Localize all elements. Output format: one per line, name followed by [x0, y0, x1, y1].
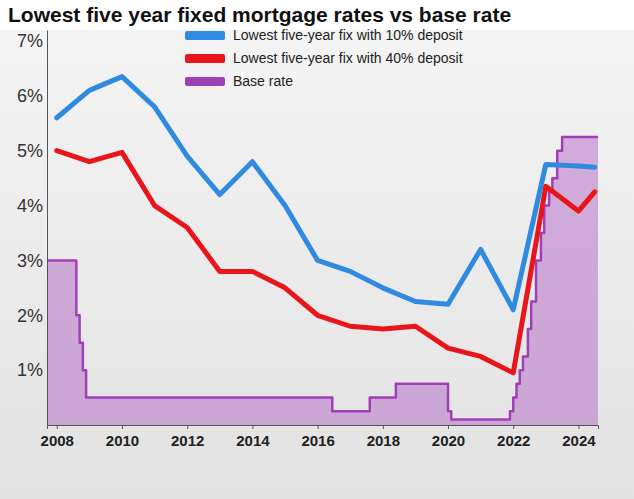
x-axis: 2008 2010 2012 2014 2016 2018 2020 2022 2024: [41, 425, 599, 449]
legend: Lowest five-year fix with 10% deposit Low…: [185, 27, 463, 89]
y-tick-label: 3%: [17, 251, 43, 271]
y-tick-label: 4%: [17, 196, 43, 216]
x-tick-label: 2012: [171, 432, 204, 449]
y-axis-line: [47, 31, 48, 426]
x-tick: 2008: [41, 425, 74, 449]
y-tick: 6%: [17, 86, 47, 106]
x-tick-mark: [383, 425, 384, 429]
x-tick-mark: [513, 425, 514, 429]
x-tick-mark: [252, 425, 253, 429]
x-tick-label: 2010: [106, 432, 139, 449]
x-tick-label: 2008: [41, 432, 74, 449]
legend-item: Base rate: [185, 73, 293, 89]
legend-label: Lowest five-year fix with 10% deposit: [233, 27, 463, 43]
plot-area: [47, 77, 598, 425]
x-tick: 2012: [171, 425, 204, 449]
chart-svg: Lowest five year fixed mortgage rates vs…: [0, 0, 634, 499]
x-tick: 2024: [562, 425, 596, 449]
x-tick-mark: [448, 425, 449, 429]
legend-swatch: [185, 54, 225, 63]
y-tick: 1%: [17, 360, 47, 380]
legend-swatch: [185, 77, 225, 86]
x-tick-label: 2016: [301, 432, 334, 449]
y-tick: 4%: [17, 196, 47, 216]
chart-root: Lowest five year fixed mortgage rates vs…: [0, 0, 634, 499]
title: Lowest five year fixed mortgage rates vs…: [8, 3, 511, 26]
x-tick-mark: [578, 425, 579, 429]
y-tick: 3%: [17, 251, 47, 271]
y-tick: 7%: [17, 31, 47, 51]
series-line: [57, 151, 595, 373]
legend-label: Lowest five-year fix with 40% deposit: [233, 50, 463, 66]
x-tick-label: 2022: [497, 432, 530, 449]
x-tick-label: 2024: [562, 432, 596, 449]
x-tick-mark: [122, 425, 123, 429]
legend-item: Lowest five-year fix with 10% deposit: [185, 27, 463, 43]
x-tick: 2010: [106, 425, 139, 449]
base-rate-area: [47, 137, 598, 425]
x-axis-line: [48, 426, 599, 430]
legend-item: Lowest five-year fix with 40% deposit: [185, 50, 463, 66]
y-tick: 5%: [17, 141, 47, 161]
y-tick: 2%: [17, 306, 47, 326]
x-tick: 2020: [432, 425, 465, 449]
legend-swatch: [185, 31, 225, 40]
x-tick-mark: [187, 425, 188, 429]
x-tick-label: 2020: [432, 432, 465, 449]
x-tick: 2018: [367, 425, 400, 449]
x-tick: 2022: [497, 425, 530, 449]
y-tick-label: 1%: [17, 360, 43, 380]
y-tick-label: 5%: [17, 141, 43, 161]
y-tick-label: 2%: [17, 306, 43, 326]
legend-label: Base rate: [233, 73, 293, 89]
plot-backdrop: [0, 30, 634, 499]
series-line: [57, 77, 595, 310]
x-tick-mark: [318, 425, 319, 429]
background: [0, 0, 634, 499]
x-tick: 2014: [236, 425, 270, 449]
x-tick: 2016: [301, 425, 334, 449]
y-tick-label: 6%: [17, 86, 43, 106]
x-tick-label: 2018: [367, 432, 400, 449]
base-rate-line: [47, 137, 598, 420]
y-tick-label: 7%: [17, 31, 43, 51]
y-axis: 1% 2% 3% 4% 5% 6% 7%: [17, 31, 48, 426]
x-tick-mark: [57, 425, 58, 429]
x-tick-label: 2014: [236, 432, 270, 449]
